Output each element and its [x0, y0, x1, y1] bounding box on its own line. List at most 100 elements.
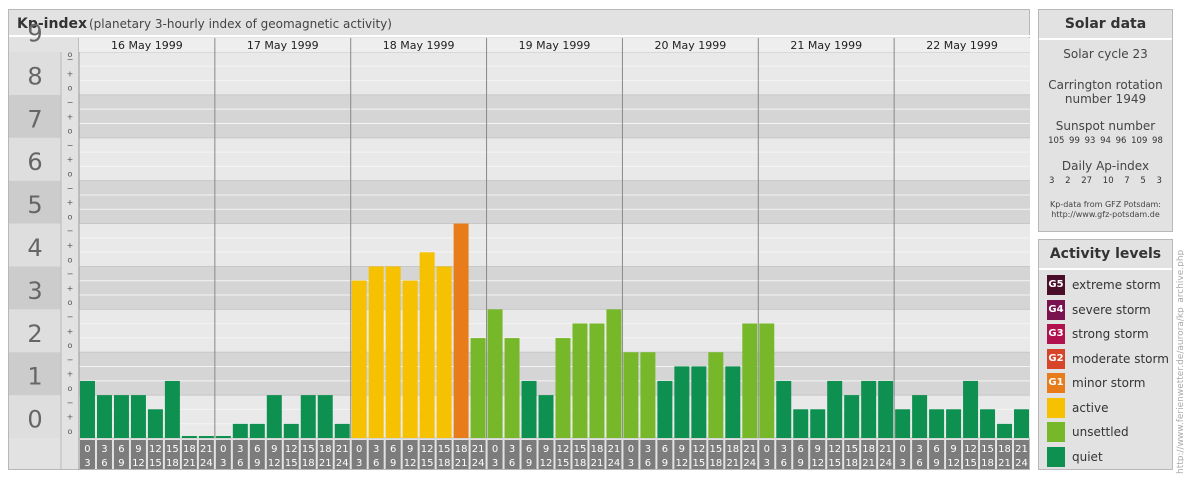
kp-band: [79, 223, 1030, 267]
hour-cell: [147, 440, 163, 469]
chart-subtitle: (planetary 3-hourly index of geomagnetic…: [89, 17, 392, 31]
hour-cell: [708, 440, 724, 469]
hour-start-label: 9: [543, 444, 549, 455]
kp-minor-label: o: [68, 212, 73, 221]
kp-bar: [96, 395, 112, 438]
kp-bar: [674, 366, 690, 438]
hour-end-label: 24: [743, 458, 756, 469]
hour-cell: [963, 440, 979, 469]
hour-start-label: 18: [455, 444, 468, 455]
kp-level-label: 4: [27, 234, 42, 262]
hour-end-label: 3: [492, 458, 498, 469]
sunspot-label: Sunspot number: [1055, 119, 1156, 133]
hour-cell: [793, 440, 809, 469]
kp-bar: [181, 436, 197, 438]
hour-start-label: 21: [336, 444, 349, 455]
hour-end-label: 15: [421, 458, 434, 469]
kp-bar: [113, 395, 129, 438]
kp-minor-label: −: [67, 184, 74, 193]
kp-level-label: 5: [27, 191, 42, 219]
solar-data-body: Solar cycle 23 Carrington rotation numbe…: [1039, 47, 1172, 220]
hour-cell: [317, 440, 333, 469]
kp-label-band: [9, 309, 61, 353]
hour-end-label: 15: [149, 458, 162, 469]
legend-label: severe storm: [1072, 302, 1151, 317]
hour-cell: [181, 440, 197, 469]
kp-bar: [487, 309, 503, 438]
hour-start-label: 15: [709, 444, 722, 455]
activity-levels-title: Activity levels: [1039, 240, 1172, 270]
hour-end-label: 9: [390, 458, 396, 469]
hour-cell: [946, 440, 962, 469]
kp-label-band: [9, 52, 61, 95]
kp-bar: [402, 280, 418, 438]
kp-bar: [589, 323, 605, 438]
kp-label-band: [9, 223, 61, 267]
kp-minor-label: −: [67, 55, 74, 64]
hour-end-label: 21: [183, 458, 196, 469]
hour-cell: [980, 440, 996, 469]
hour-end-label: 18: [438, 458, 451, 469]
legend-label: minor storm: [1072, 376, 1146, 390]
kp-bar: [351, 280, 367, 438]
kp-minor-label: o: [68, 427, 73, 436]
kp-bar: [436, 266, 452, 438]
hour-end-label: 18: [166, 458, 179, 469]
solar-cycle: Solar cycle 23: [1063, 47, 1148, 61]
hour-start-label: 6: [933, 444, 939, 455]
kp-bar: [368, 266, 384, 438]
legend-swatch: [1047, 397, 1065, 418]
hour-cell: [232, 440, 248, 469]
hour-cell: [640, 440, 656, 469]
legend-swatch: [1047, 446, 1065, 467]
kp-bar: [895, 409, 911, 438]
kp-bar: [929, 409, 945, 438]
kp-bar: [997, 423, 1013, 438]
hour-end-label: 3: [628, 458, 634, 469]
hour-end-label: 21: [319, 458, 332, 469]
kp-bar: [419, 252, 435, 438]
solar-data-title: Solar data: [1039, 10, 1172, 40]
kp-bar: [776, 380, 792, 438]
hour-end-label: 24: [200, 458, 213, 469]
hour-cell: [96, 440, 112, 469]
kp-bar: [80, 380, 95, 438]
kp-bar: [861, 380, 877, 438]
carrington-line2: number 1949: [1064, 92, 1147, 106]
hour-end-label: 15: [557, 458, 570, 469]
hour-cell: [215, 440, 231, 469]
hour-cell: [742, 440, 758, 469]
kp-level-label: 7: [27, 105, 42, 133]
hour-cell: [249, 440, 265, 469]
hour-start-label: 6: [526, 444, 532, 455]
kp-bar: [538, 395, 554, 438]
kp-bar: [266, 395, 282, 438]
hour-start-label: 0: [84, 444, 90, 455]
hour-end-label: 18: [981, 458, 994, 469]
hour-end-label: 12: [947, 458, 960, 469]
hour-start-label: 18: [591, 444, 604, 455]
hour-start-label: 0: [492, 444, 498, 455]
kp-level-label: 9: [27, 20, 42, 48]
chart-title: Kp-index: [17, 16, 87, 32]
hour-cell: [266, 440, 282, 469]
kp-minor-label: −: [67, 398, 74, 407]
day-label: 16 May 1999: [111, 39, 183, 52]
hour-end-label: 21: [455, 458, 468, 469]
hour-cell: [725, 440, 741, 469]
hour-end-label: 18: [302, 458, 315, 469]
hour-end-label: 24: [472, 458, 485, 469]
hour-cell: [198, 440, 214, 469]
hour-start-label: 3: [373, 444, 379, 455]
kp-bar: [334, 423, 350, 438]
legend-swatch: G4: [1047, 299, 1065, 320]
hour-cell: [164, 440, 180, 469]
kp-bar: [946, 409, 962, 438]
hour-cell: [538, 440, 554, 469]
hour-start-label: 9: [271, 444, 277, 455]
hour-cell: [351, 440, 367, 469]
hour-start-label: 21: [200, 444, 213, 455]
hour-end-label: 12: [268, 458, 281, 469]
kp-bar: [198, 436, 214, 438]
hour-end-label: 3: [764, 458, 770, 469]
